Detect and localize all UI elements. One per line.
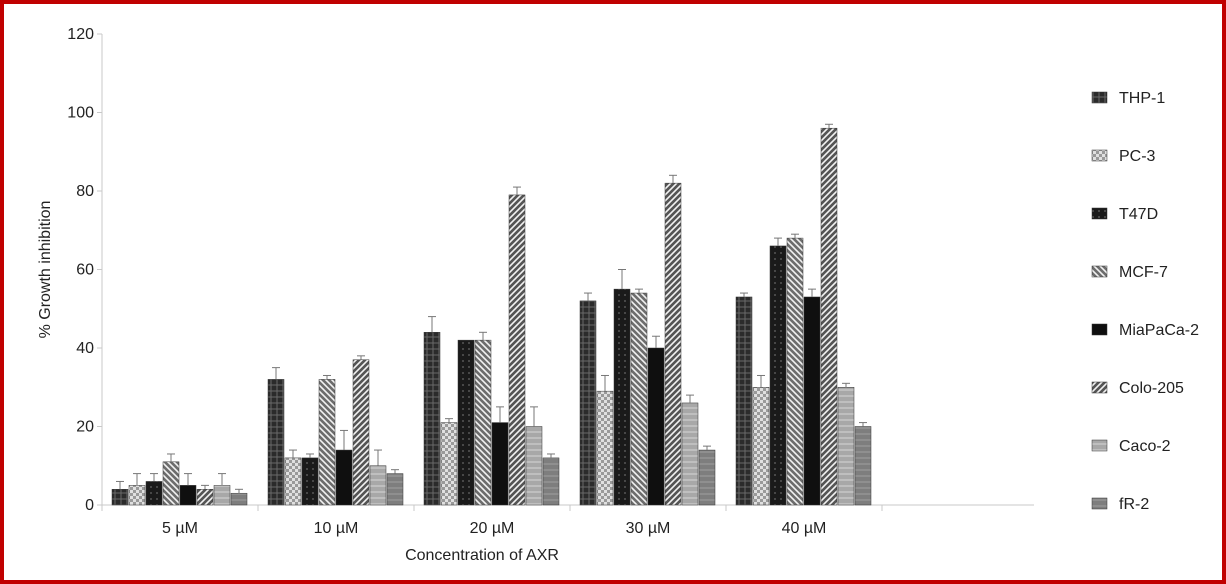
bar-thp-1-3 <box>423 332 441 506</box>
bar-caco-2-4 <box>681 402 699 506</box>
bar-miapaca-2-4 <box>647 347 665 506</box>
bar-mcf-7-4 <box>630 292 648 506</box>
bar-fr-2-3 <box>542 457 560 506</box>
bar-fr-2-4 <box>698 449 716 506</box>
bar-colo-205-5 <box>820 127 838 506</box>
bar-caco-2-3 <box>525 426 543 506</box>
bar-mcf-7-3 <box>474 339 492 506</box>
legend-swatch <box>1091 265 1108 278</box>
bar-t47d-1 <box>145 481 163 506</box>
legend-label: MiaPaCa-2 <box>1119 322 1199 339</box>
x-axis-title: Concentration of AXR <box>405 547 559 564</box>
x-tick-label: 40 µM <box>782 520 827 537</box>
bar-mcf-7-2 <box>318 379 336 506</box>
bar-pc-3-3 <box>440 422 458 506</box>
bar-t47d-4 <box>613 288 631 506</box>
bar-miapaca-2-5 <box>803 296 821 506</box>
x-tick-label: 10 µM <box>314 520 359 537</box>
bar-chart: 0 20 40 60 80 100 120 5 µM 10 µM 20 µM 30 µM 40 µM… <box>37 26 1199 564</box>
bar-mcf-7-5 <box>786 237 804 506</box>
bar-fr-2-2 <box>386 473 404 506</box>
legend-label: PC-3 <box>1119 148 1156 165</box>
legend-swatch <box>1091 149 1108 162</box>
y-tick-label: 80 <box>76 183 94 200</box>
y-axis-title: % Growth inhibition <box>37 201 54 339</box>
legend-label: Colo-205 <box>1119 380 1184 397</box>
y-tick-label: 40 <box>76 340 94 357</box>
legend-swatch <box>1091 91 1108 104</box>
bar-pc-3-2 <box>284 457 302 506</box>
bar-thp-1-5 <box>735 296 753 506</box>
legend-label: THP-1 <box>1119 90 1165 107</box>
bar-fr-2-5 <box>854 426 872 506</box>
bars <box>111 123 872 506</box>
bar-thp-1-2 <box>267 379 285 506</box>
legend-swatch <box>1091 381 1108 394</box>
bar-caco-2-1 <box>213 485 231 506</box>
y-tick-label: 20 <box>76 419 94 436</box>
legend-label: T47D <box>1119 206 1158 223</box>
bar-colo-205-3 <box>508 194 526 506</box>
bar-pc-3-5 <box>752 387 770 506</box>
bar-caco-2-5 <box>837 387 855 506</box>
legend-swatch <box>1091 497 1108 510</box>
legend-swatch <box>1091 439 1108 452</box>
bar-miapaca-2-3 <box>491 422 509 506</box>
x-tick-label: 5 µM <box>162 520 198 537</box>
y-tick-label: 100 <box>67 105 94 122</box>
bar-t47d-3 <box>457 339 475 506</box>
legend-swatch <box>1091 323 1108 336</box>
bar-pc-3-1 <box>128 485 146 506</box>
bar-pc-3-4 <box>596 390 614 506</box>
y-axis: 0 20 40 60 80 100 120 <box>67 26 103 514</box>
y-tick-label: 120 <box>67 26 94 43</box>
bar-colo-205-2 <box>352 359 370 506</box>
legend: THP-1 PC-3 T47D MCF-7 MiaPaCa-2 Colo-205 Caco-… <box>1091 90 1199 513</box>
bar-miapaca-2-1 <box>179 485 197 506</box>
bar-t47d-2 <box>301 457 319 506</box>
bar-thp-1-1 <box>111 489 129 506</box>
x-tick-label: 20 µM <box>470 520 515 537</box>
bar-fr-2-1 <box>230 492 248 506</box>
bar-mcf-7-1 <box>162 461 180 506</box>
legend-swatch <box>1091 207 1108 220</box>
bar-colo-205-1 <box>196 489 214 506</box>
legend-label: MCF-7 <box>1119 264 1168 281</box>
bar-t47d-5 <box>769 245 787 506</box>
x-tick-label: 30 µM <box>626 520 671 537</box>
bar-thp-1-4 <box>579 300 597 506</box>
legend-label: fR-2 <box>1119 496 1149 513</box>
y-tick-label: 0 <box>85 497 94 514</box>
bar-colo-205-4 <box>664 182 682 506</box>
y-tick-label: 60 <box>76 262 94 279</box>
x-axis: 5 µM 10 µM 20 µM 30 µM 40 µM <box>101 504 1034 537</box>
legend-label: Caco-2 <box>1119 438 1171 455</box>
bar-miapaca-2-2 <box>335 449 353 506</box>
bar-caco-2-2 <box>369 465 387 506</box>
